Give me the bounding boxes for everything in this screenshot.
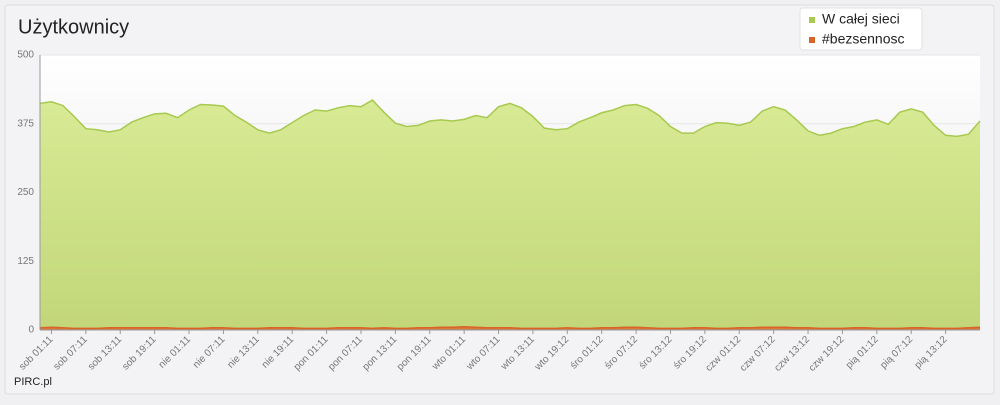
area [40, 100, 980, 330]
y-tick-label: 250 [17, 187, 34, 198]
area-line [39, 325, 981, 330]
y-tick-label: 125 [17, 256, 34, 267]
legend-label: W całej sieci [822, 11, 900, 27]
legend: W całej sieci #bezsennosc [799, 7, 923, 51]
chart-title: Użytkownicy [18, 16, 129, 38]
area-line [39, 99, 981, 138]
legend-label: #bezsennosc [822, 31, 905, 47]
y-tick-label: 500 [17, 50, 34, 61]
footer: PIRC.pl [14, 376, 52, 388]
legend-swatch [809, 37, 815, 43]
legend-swatch [809, 17, 815, 23]
y-tick-label: 375 [17, 118, 34, 129]
y-tick-label: 0 [28, 325, 34, 336]
legend-box [799, 7, 923, 51]
